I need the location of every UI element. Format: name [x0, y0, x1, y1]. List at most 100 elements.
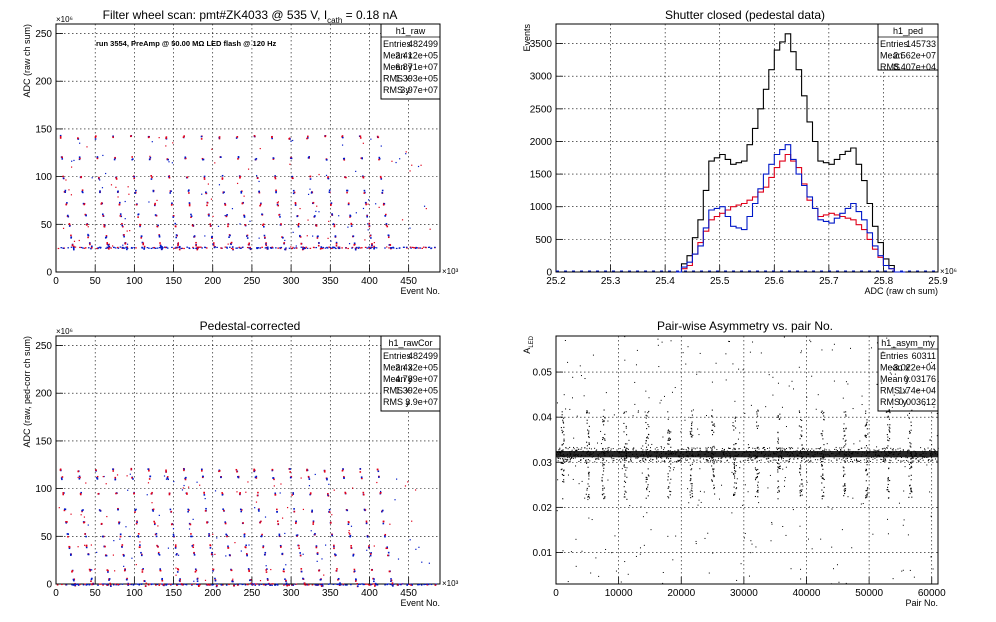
data-point — [691, 487, 693, 489]
data-point — [279, 216, 281, 218]
x-tick-label: 50 — [90, 588, 102, 599]
data-point — [744, 456, 746, 458]
data-point — [777, 416, 779, 418]
data-point — [890, 447, 892, 449]
data-point — [659, 454, 661, 456]
data-point — [924, 448, 926, 450]
data-point — [315, 545, 318, 547]
data-point — [667, 458, 669, 460]
data-point — [632, 454, 634, 456]
data-point — [141, 569, 144, 571]
data-point — [603, 453, 605, 455]
data-point — [711, 453, 713, 455]
data-point — [799, 490, 801, 492]
data-point — [788, 385, 790, 387]
data-point — [561, 473, 563, 475]
data-point — [281, 236, 283, 238]
data-point — [284, 578, 286, 580]
data-point — [669, 438, 671, 441]
data-point — [347, 523, 350, 526]
data-point — [843, 495, 845, 497]
data-point — [327, 492, 329, 495]
data-point — [845, 455, 847, 457]
data-point — [625, 455, 628, 457]
data-point — [66, 214, 69, 217]
y-exponent: ×10⁶ — [56, 327, 73, 336]
data-point — [647, 455, 649, 457]
data-point — [590, 453, 592, 455]
data-point — [74, 584, 76, 587]
data-point — [648, 434, 650, 436]
data-point — [680, 431, 682, 433]
data-point — [124, 568, 126, 570]
data-point — [917, 390, 919, 392]
data-point — [168, 492, 171, 495]
data-point — [586, 441, 588, 443]
data-point — [911, 491, 913, 493]
data-point — [754, 458, 756, 460]
y-tick-label: 0.05 — [533, 368, 553, 379]
data-point — [603, 419, 605, 422]
data-point — [193, 554, 196, 556]
data-point — [756, 460, 758, 462]
data-point — [603, 467, 605, 469]
data-point — [286, 584, 289, 587]
data-point — [174, 225, 177, 227]
data-point — [627, 452, 629, 454]
data-point — [580, 456, 582, 458]
data-point — [624, 359, 626, 361]
data-point — [368, 246, 370, 249]
data-point — [260, 202, 262, 205]
data-point — [728, 451, 730, 453]
data-point — [68, 189, 70, 191]
data-point — [203, 175, 206, 178]
data-point — [890, 373, 892, 375]
data-point — [778, 491, 780, 493]
data-point — [824, 451, 826, 453]
panel-title-tail: = 0.18 nA — [342, 8, 397, 22]
data-point — [807, 450, 809, 452]
data-point — [713, 454, 715, 456]
data-point — [908, 430, 911, 432]
data-point — [210, 236, 213, 238]
data-point — [587, 483, 589, 485]
data-point — [882, 460, 884, 462]
data-point — [872, 458, 874, 460]
data-point — [112, 135, 114, 138]
data-point — [812, 455, 814, 457]
data-point — [626, 457, 628, 459]
data-point — [661, 460, 663, 462]
data-point — [191, 584, 193, 586]
data-point — [422, 246, 425, 248]
panel-4: 0 10000 20000 30000 40000 50000 600000.010.020… — [522, 319, 946, 608]
data-point — [699, 457, 701, 459]
data-point — [190, 215, 193, 218]
data-point — [756, 411, 758, 413]
data-point — [209, 225, 212, 227]
data-point — [798, 410, 800, 412]
data-point — [843, 453, 845, 455]
data-point — [822, 456, 824, 458]
data-point — [667, 443, 669, 445]
data-point — [911, 461, 913, 463]
data-point — [660, 457, 662, 459]
data-point — [829, 455, 831, 457]
data-point — [189, 523, 192, 526]
data-point — [809, 457, 811, 459]
stats-key: Mean y — [383, 374, 413, 384]
data-point — [623, 460, 625, 462]
data-point — [367, 584, 370, 586]
data-point — [370, 552, 372, 554]
data-point — [899, 452, 901, 454]
data-point — [277, 204, 280, 207]
data-point — [194, 570, 197, 573]
data-point — [569, 446, 571, 448]
data-point — [800, 483, 802, 485]
data-point — [295, 245, 297, 247]
data-point — [566, 454, 568, 456]
data-point — [637, 411, 639, 413]
data-point — [602, 438, 604, 441]
data-point — [247, 481, 249, 483]
data-point — [887, 483, 889, 486]
